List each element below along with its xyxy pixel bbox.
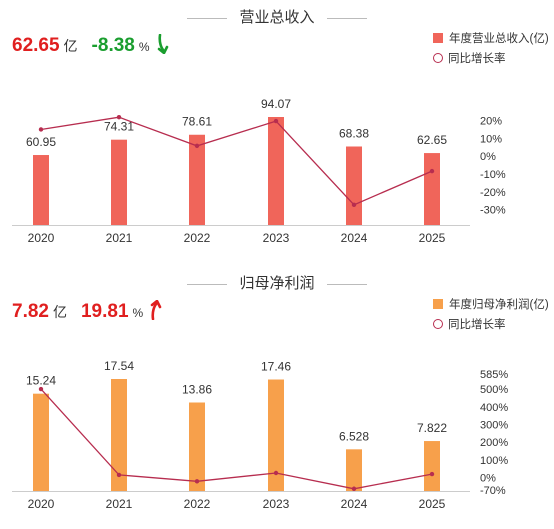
plot-area: 15.24 2020 17.54 2021 13.86 2022 17.46 2023 6.52… xyxy=(12,359,508,511)
headline-unit: 亿 xyxy=(52,304,67,320)
chart-title: 归母净利润 xyxy=(0,272,554,293)
growth-point xyxy=(116,114,122,120)
bar xyxy=(189,402,205,491)
headline-change: 19.81 xyxy=(80,301,129,322)
bar xyxy=(346,449,362,491)
y2-tick-label: 585% xyxy=(480,369,508,381)
bar xyxy=(424,153,440,225)
x-tick-label: 2021 xyxy=(106,231,133,245)
x-tick-label: 2020 xyxy=(28,497,55,511)
bar xyxy=(189,134,205,225)
y2-tick-label: 20% xyxy=(480,116,502,128)
growth-point xyxy=(116,472,122,478)
growth-line xyxy=(40,388,433,490)
x-tick-label: 2024 xyxy=(341,231,368,245)
revenue-chart-panel: 营业总收入 62.65 亿 -8.38% 年度营业总收入(亿) 同比增长率 60.9… xyxy=(0,0,554,262)
x-tick-label: 2020 xyxy=(28,231,55,245)
y2-tick-label: -10% xyxy=(480,169,506,181)
headline-change: -8.38 xyxy=(91,35,135,56)
growth-point xyxy=(194,479,200,484)
data-label: 62.65 xyxy=(417,133,447,147)
y2-tick-label: 0% xyxy=(480,473,496,485)
bar xyxy=(111,379,127,491)
headline-change-unit: % xyxy=(138,40,150,54)
data-label: 68.38 xyxy=(339,126,369,140)
trend-arrow-icon xyxy=(156,33,170,59)
x-tick-label: 2022 xyxy=(184,231,211,245)
data-label: 74.31 xyxy=(104,120,134,134)
y2-tick-label: 300% xyxy=(480,419,508,431)
bar xyxy=(424,441,440,491)
legend-item-line: 同比增长率 xyxy=(433,48,549,68)
legend-item-bar: 年度营业总收入(亿) xyxy=(433,28,549,48)
bar xyxy=(268,379,284,491)
data-label: 17.54 xyxy=(104,359,134,373)
x-tick-label: 2021 xyxy=(106,497,133,511)
data-label: 6.528 xyxy=(339,429,369,443)
growth-point xyxy=(38,127,44,132)
y2-tick-label: 200% xyxy=(480,437,508,449)
x-tick-label: 2024 xyxy=(341,497,368,511)
bar xyxy=(33,155,49,225)
headline-unit: 亿 xyxy=(63,38,78,54)
x-tick-label: 2025 xyxy=(419,231,446,245)
y2-tick-label: -70% xyxy=(480,485,506,497)
circle-marker-icon xyxy=(433,53,443,63)
trend-arrow-icon xyxy=(149,299,163,325)
data-label: 78.61 xyxy=(182,115,212,129)
y2-tick-label: 400% xyxy=(480,402,508,414)
y2-tick-label: -20% xyxy=(480,187,506,199)
headline-value: 7.82 xyxy=(12,301,49,322)
data-label: 13.86 xyxy=(182,382,212,396)
x-tick-label: 2023 xyxy=(263,497,290,511)
growth-point xyxy=(273,470,279,476)
y2-tick-label: 500% xyxy=(480,384,508,396)
data-label: 60.95 xyxy=(26,135,56,149)
circle-marker-icon xyxy=(433,319,443,329)
y2-tick-label: -30% xyxy=(480,205,506,217)
headline-change-unit: % xyxy=(132,306,144,320)
bar xyxy=(346,146,362,225)
chart-title: 营业总收入 xyxy=(0,6,554,27)
bar-swatch-icon xyxy=(433,33,443,43)
y2-tick-label: 100% xyxy=(480,455,508,467)
net-profit-chart-panel: 归母净利润 7.82 亿 19.81% 年度归母净利润(亿) 同比增长率 15.24… xyxy=(0,266,554,529)
legend-item-bar: 年度归母净利润(亿) xyxy=(433,294,549,314)
growth-point xyxy=(38,386,44,392)
y2-tick-label: 10% xyxy=(480,133,502,145)
bar xyxy=(268,117,284,225)
headline-value: 62.65 xyxy=(12,35,60,56)
bar xyxy=(111,139,127,225)
legend: 年度营业总收入(亿) 同比增长率 xyxy=(433,28,549,68)
x-tick-label: 2023 xyxy=(263,231,290,245)
data-label: 7.822 xyxy=(417,421,447,435)
growth-line xyxy=(40,116,433,206)
y2-tick-label: 0% xyxy=(480,151,496,163)
legend-item-line: 同比增长率 xyxy=(433,314,549,334)
headline: 62.65 亿 -8.38% xyxy=(12,33,170,59)
plot-area: 60.95 2020 74.31 2021 78.61 2022 94.07 2023 68.3… xyxy=(12,97,506,245)
data-label: 94.07 xyxy=(261,97,291,111)
growth-point xyxy=(351,202,357,208)
data-label: 17.46 xyxy=(261,360,291,374)
bar xyxy=(33,393,49,491)
growth-point xyxy=(273,118,279,124)
x-tick-label: 2022 xyxy=(184,497,211,511)
bar-swatch-icon xyxy=(433,299,443,309)
x-tick-label: 2025 xyxy=(419,497,446,511)
growth-point xyxy=(351,486,357,491)
legend: 年度归母净利润(亿) 同比增长率 xyxy=(433,294,549,334)
growth-point xyxy=(194,143,200,149)
growth-point xyxy=(429,168,435,174)
headline: 7.82 亿 19.81% xyxy=(12,299,163,325)
data-label: 15.24 xyxy=(26,374,56,388)
growth-point xyxy=(429,471,435,477)
